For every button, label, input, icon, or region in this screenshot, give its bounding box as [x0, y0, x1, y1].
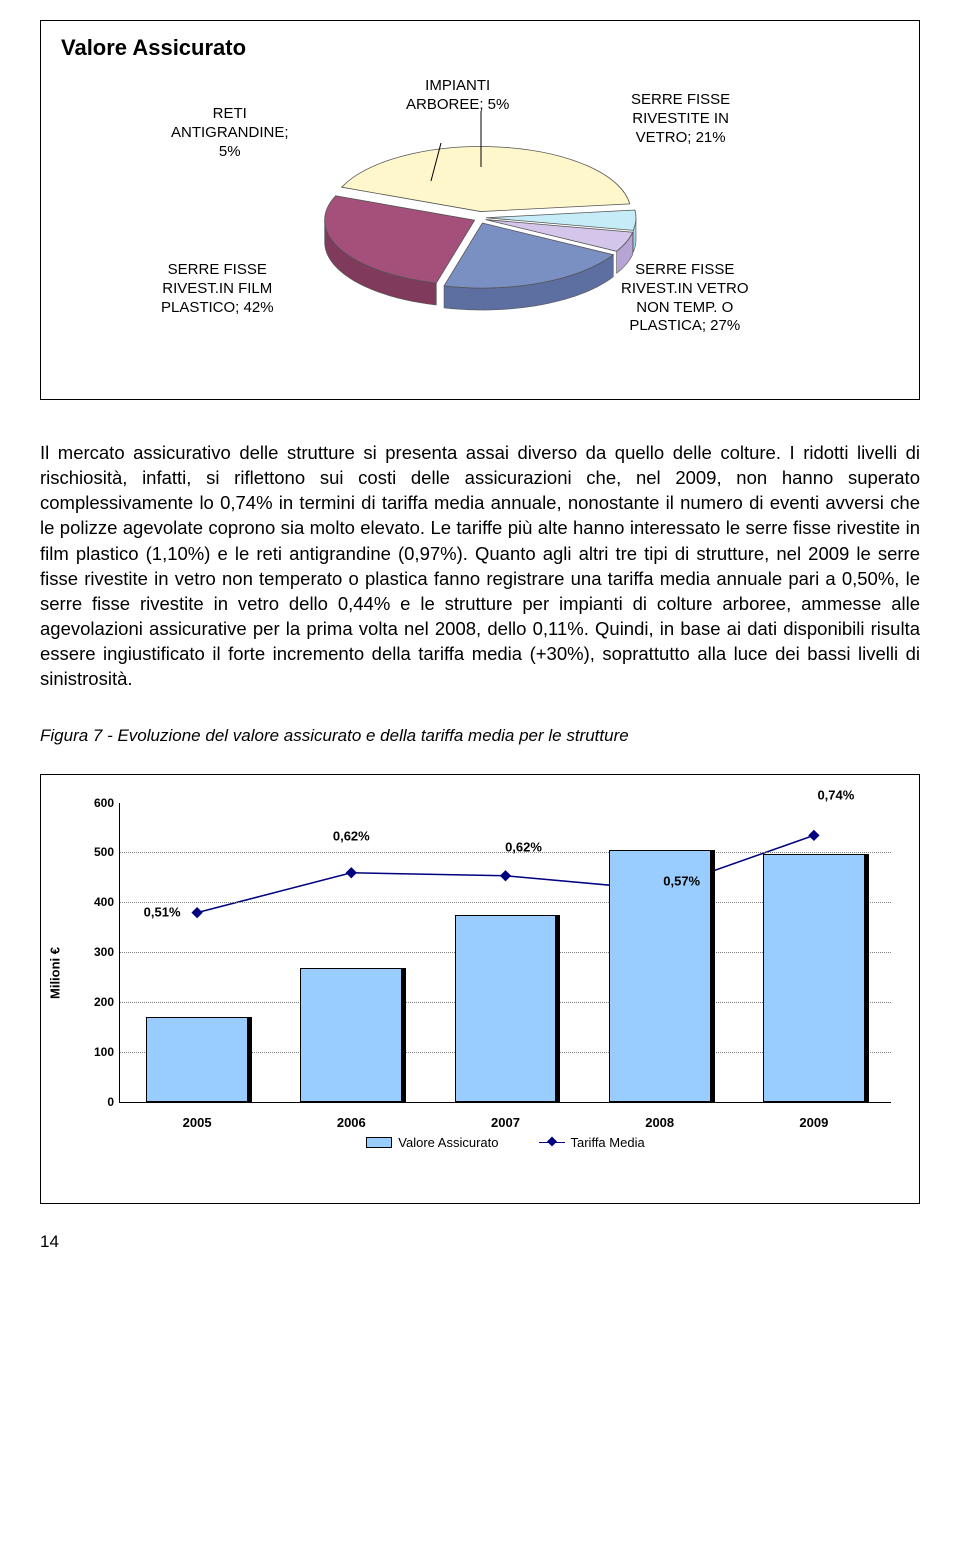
y-tick: 600 — [80, 796, 114, 810]
x-tick: 2005 — [183, 1115, 212, 1130]
chart-legend: Valore Assicurato Tariffa Media — [120, 1135, 891, 1150]
y-tick: 100 — [80, 1045, 114, 1059]
pie-label-reti: RETI ANTIGRANDINE; 5% — [171, 105, 289, 161]
line-data-label: 0,51% — [144, 905, 181, 920]
bar-chart: Milioni € Valore Assicurato Tariffa Medi… — [59, 793, 901, 1153]
x-tick: 2009 — [799, 1115, 828, 1130]
line-data-label: 0,57% — [663, 874, 700, 889]
bar — [300, 968, 402, 1102]
bar-chart-panel: Milioni € Valore Assicurato Tariffa Medi… — [40, 774, 920, 1204]
plot-area: Valore Assicurato Tariffa Media 01002003… — [119, 803, 891, 1103]
x-tick: 2007 — [491, 1115, 520, 1130]
y-tick: 500 — [80, 845, 114, 859]
y-axis-label: Milioni € — [48, 947, 63, 999]
x-tick: 2008 — [645, 1115, 674, 1130]
legend-item-line: Tariffa Media — [539, 1135, 645, 1150]
pie-label-arboree: IMPIANTI ARBOREE; 5% — [406, 77, 509, 115]
legend-swatch-bar — [366, 1137, 392, 1148]
line-data-label: 0,62% — [333, 829, 370, 844]
pie-chart-title: Valore Assicurato — [61, 35, 899, 61]
body-text: Il mercato assicurativo delle strutture … — [40, 440, 920, 692]
pie-chart-panel: Valore Assicurato SERRE FISSE RIVEST.IN … — [40, 20, 920, 400]
legend-label-line: Tariffa Media — [571, 1135, 645, 1150]
pie-label-vetro: SERRE FISSE RIVESTITE IN VETRO; 21% — [631, 91, 730, 147]
page-number: 14 — [40, 1232, 920, 1252]
line-data-label: 0,74% — [817, 787, 854, 802]
y-tick: 0 — [80, 1095, 114, 1109]
bar — [455, 915, 557, 1101]
figure-caption: Figura 7 - Evoluzione del valore assicur… — [40, 726, 920, 746]
y-tick: 400 — [80, 895, 114, 909]
pie-chart-area: SERRE FISSE RIVEST.IN FILM PLASTICO; 42%… — [61, 71, 899, 371]
bar — [146, 1017, 248, 1102]
pie-label-plastico: SERRE FISSE RIVEST.IN FILM PLASTICO; 42% — [161, 261, 274, 317]
y-tick: 300 — [80, 945, 114, 959]
pie-label-plastica: SERRE FISSE RIVEST.IN VETRO NON TEMP. O … — [621, 261, 749, 336]
x-tick: 2006 — [337, 1115, 366, 1130]
y-tick: 200 — [80, 995, 114, 1009]
line-data-label: 0,62% — [505, 840, 542, 855]
legend-swatch-line — [539, 1142, 565, 1143]
legend-item-bar: Valore Assicurato — [366, 1135, 498, 1150]
bar — [763, 854, 865, 1102]
legend-label-bar: Valore Assicurato — [398, 1135, 498, 1150]
